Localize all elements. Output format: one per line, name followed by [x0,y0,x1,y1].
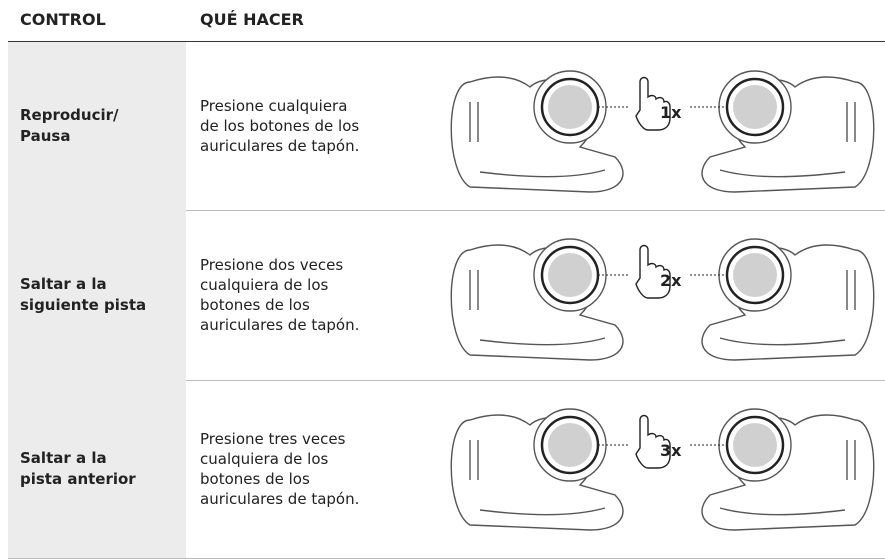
earbud-illustration: 2x [450,238,875,361]
earbud-illustration: 3x [450,408,875,531]
action-text: Presione dos veces cualquiera de los bot… [200,256,360,334]
press-count: 3x [660,441,682,460]
control-label: Saltar a la pista anterior [8,380,186,558]
press-count: 1x [660,103,682,122]
table-row: Reproducir/ Pausa Presione cualquiera de… [8,42,885,211]
action-text: Presione cualquiera de los botones de lo… [200,97,360,155]
table-row: Saltar a la pista anterior Presione tres… [8,380,885,559]
earbud-illustration: 1x [450,70,875,193]
action-text: Presione tres veces cualquiera de los bo… [200,430,360,508]
press-count: 2x [660,271,682,290]
table-row: Saltar a la siguiente pista Presione dos… [8,210,885,381]
header-rule [8,41,885,42]
header-action: QUÉ HACER [200,10,304,29]
control-label: Saltar a la siguiente pista [8,210,186,380]
header-control: CONTROL [20,10,106,29]
control-label: Reproducir/ Pausa [8,42,186,210]
